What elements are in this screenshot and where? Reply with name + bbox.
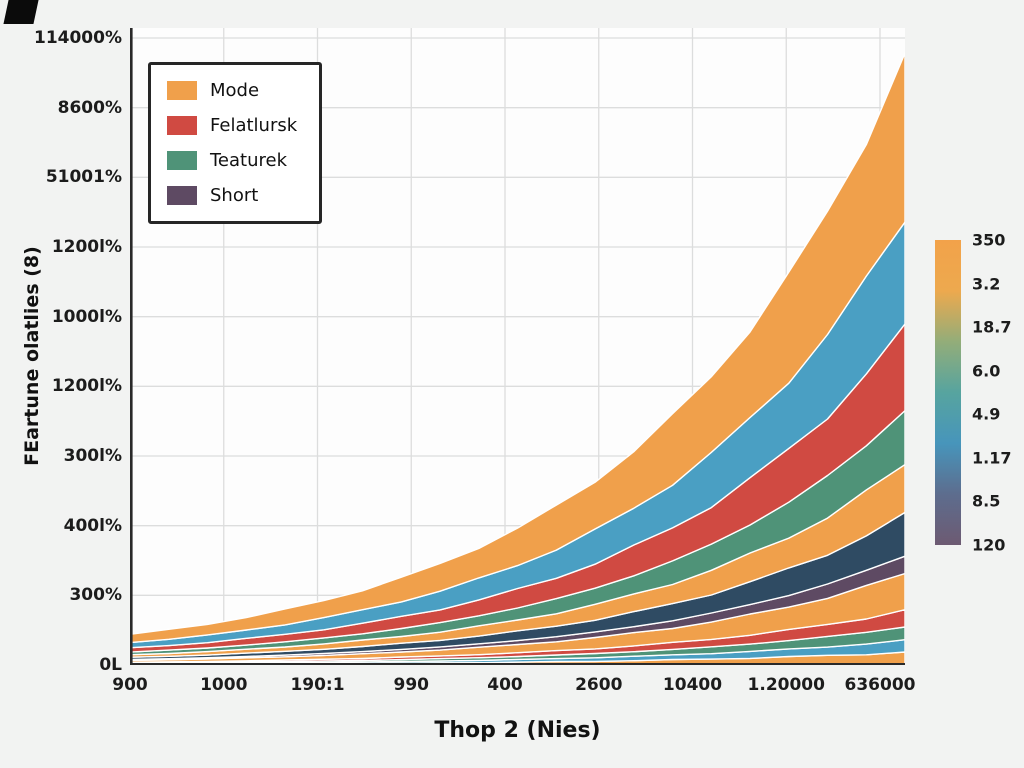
x-tick-label: 1.20000: [747, 675, 825, 695]
legend-item: Teaturek: [167, 150, 297, 171]
colorbar-label: 18.7: [972, 317, 1012, 337]
x-tick-label: 900: [112, 675, 148, 695]
legend-swatch: [167, 151, 197, 170]
legend-label: Short: [210, 185, 259, 206]
legend-swatch: [167, 81, 197, 100]
legend-item: Mode: [167, 80, 297, 101]
x-tick-label: 10400: [662, 675, 723, 695]
colorbar-label: 1.17: [972, 448, 1012, 468]
y-tick-label: 1200l%: [51, 376, 122, 397]
colorbar-label: 6.0: [972, 361, 1001, 381]
legend-swatch: [167, 186, 197, 205]
colorbar-label: 3.2: [972, 274, 1001, 294]
y-axis-title: FEartune olatlies (8): [21, 246, 43, 466]
stacked-area-plot: [130, 28, 905, 665]
colorbar-label: 4.9: [972, 404, 1001, 424]
artifact-mark: [3, 0, 39, 24]
colorbar-label: 350: [972, 230, 1006, 250]
colorbar: [935, 240, 961, 545]
x-tick-label: 400: [487, 675, 523, 695]
legend-item: Felatlursk: [167, 115, 297, 136]
legend-label: Felatlursk: [210, 115, 298, 136]
y-tick-label: 300%: [69, 585, 122, 606]
legend-item: Short: [167, 185, 297, 206]
legend-label: Teaturek: [210, 150, 288, 171]
x-tick-label: 190:1: [290, 675, 345, 695]
colorbar-label: 8.5: [972, 491, 1001, 511]
y-tick-label: 1000l%: [51, 306, 122, 327]
area-layer-12: [130, 52, 905, 644]
y-tick-label: 400l%: [63, 515, 122, 536]
legend-swatch: [167, 116, 197, 135]
x-axis-title: Thop 2 (Nies): [434, 718, 601, 743]
colorbar-label: 120: [972, 535, 1006, 555]
y-tick-label: 51001%: [45, 167, 122, 188]
legend: Mode Felatlursk Teaturek Short: [148, 62, 323, 224]
x-tick-label: 2600: [575, 675, 623, 695]
y-tick-label: 300l%: [63, 446, 122, 466]
y-tick-label: 114000%: [33, 28, 122, 48]
legend-items: Mode Felatlursk Teaturek Short: [167, 80, 297, 206]
x-tick-label: 636000: [844, 675, 916, 695]
y-tick-label: 0L: [99, 655, 122, 675]
x-tick-label: 1000: [200, 675, 248, 695]
legend-label: Mode: [210, 80, 260, 101]
y-tick-label: 8600%: [57, 97, 122, 118]
y-tick-label: 1200l%: [51, 237, 122, 257]
x-tick-label: 990: [393, 675, 430, 695]
